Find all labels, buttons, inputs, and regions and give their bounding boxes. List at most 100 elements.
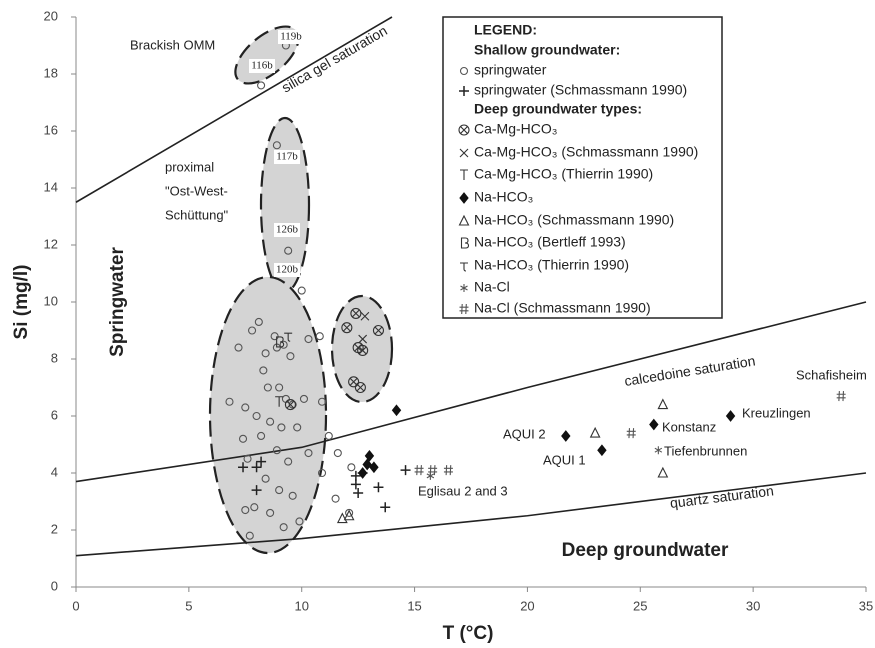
data-point [266, 508, 275, 517]
legend-marker [460, 169, 468, 180]
data-point [304, 334, 313, 344]
data-point [272, 446, 281, 455]
annotation: Schafisheim [796, 367, 867, 382]
data-point [263, 383, 272, 392]
data-point [254, 317, 263, 327]
data-point [654, 446, 663, 455]
data-point [369, 461, 379, 474]
legend-label: Na-HCO₃ [474, 189, 533, 205]
legend-label: Ca-Mg-HCO₃ (Schmassmann 1990) [474, 144, 698, 160]
y-tick-label: 2 [51, 521, 58, 536]
data-point [357, 344, 369, 357]
data-point [372, 324, 385, 337]
annotation: Eglisau 2 and 3 [418, 483, 508, 498]
annotation: Springwater [107, 247, 128, 357]
data-point [561, 430, 571, 442]
legend-marker [460, 262, 468, 272]
data-point [252, 411, 261, 421]
legend-label: Na-HCO₃ (Schmassmann 1990) [474, 212, 674, 228]
data-point [284, 246, 293, 255]
data-point [234, 343, 243, 352]
annotation: AQUI 2 [503, 426, 546, 441]
data-point [261, 474, 270, 483]
y-tick-label: 14 [44, 179, 58, 194]
y-tick-label: 4 [51, 464, 58, 479]
legend-heading: Deep groundwater types: [474, 101, 642, 117]
data-point [248, 326, 257, 335]
data-point [288, 491, 297, 500]
data-point [350, 470, 361, 481]
legend-label: Na-Cl (Schmassmann 1990) [474, 300, 651, 316]
annotation: "Ost-West- [165, 183, 228, 198]
y-tick-label: 10 [44, 293, 58, 308]
sample-label-box [278, 30, 304, 44]
y-tick-label: 18 [44, 65, 58, 80]
data-point [333, 448, 342, 458]
data-point [315, 332, 324, 341]
data-point [241, 403, 250, 412]
annotation: AQUI 1 [543, 452, 586, 467]
sample-label: 119b [280, 31, 302, 43]
data-point [836, 391, 846, 402]
data-point [657, 398, 669, 410]
data-point [293, 423, 302, 432]
y-axis-title: Si (mg/l) [11, 265, 32, 340]
x-tick-label: 30 [746, 598, 760, 613]
legend-heading: Shallow groundwater: [474, 42, 620, 58]
data-point [362, 458, 372, 471]
y-tick-label: 8 [51, 350, 58, 365]
data-point [348, 376, 360, 388]
sample-label: 120b [276, 264, 299, 276]
data-point [343, 509, 355, 521]
data-point [270, 332, 279, 341]
legend-label: Na-HCO₃ (Bertleff 1993) [474, 234, 626, 250]
data-point [276, 336, 285, 348]
legend-marker [459, 66, 469, 76]
legend-marker [460, 284, 468, 292]
data-point [357, 467, 368, 479]
data-point [256, 456, 267, 467]
legend-marker [459, 86, 469, 96]
x-tick-label: 10 [294, 598, 308, 613]
data-point [286, 352, 295, 361]
legend [442, 16, 723, 319]
saturation-line [75, 301, 867, 483]
x-tick-label: 20 [520, 598, 534, 613]
data-point [257, 81, 266, 90]
data-point [284, 399, 296, 411]
legend-marker [459, 192, 469, 204]
saturation-line [75, 472, 867, 557]
data-point [400, 465, 411, 476]
data-point [259, 366, 268, 375]
y-tick-label: 0 [51, 578, 58, 593]
y-tick-label: 12 [44, 236, 58, 251]
data-point [238, 434, 248, 443]
legend-marker [459, 303, 469, 315]
data-point [250, 503, 259, 512]
data-point [299, 394, 309, 403]
data-point [251, 485, 262, 496]
annotation: Kreuzlingen [742, 405, 811, 420]
y-tick-label: 16 [44, 122, 58, 137]
data-point [336, 512, 348, 524]
legend-marker [460, 237, 470, 249]
data-point [266, 417, 275, 426]
data-point [251, 462, 262, 473]
data-point [350, 307, 362, 319]
sample-label-box [249, 59, 275, 73]
data-point [358, 334, 368, 344]
data-point [241, 505, 250, 515]
sample-label-box [274, 263, 300, 277]
data-point [373, 482, 384, 493]
data-point [275, 396, 284, 407]
data-point [347, 463, 356, 472]
data-point [360, 311, 370, 321]
data-point [597, 444, 607, 457]
data-point [261, 349, 270, 358]
data-point [589, 426, 601, 438]
annotation: Brackish OMM [130, 37, 215, 52]
annotation: Deep groundwater [562, 540, 729, 561]
region-springwater [208, 275, 328, 555]
data-point [317, 397, 327, 406]
x-tick-label: 15 [407, 598, 421, 613]
